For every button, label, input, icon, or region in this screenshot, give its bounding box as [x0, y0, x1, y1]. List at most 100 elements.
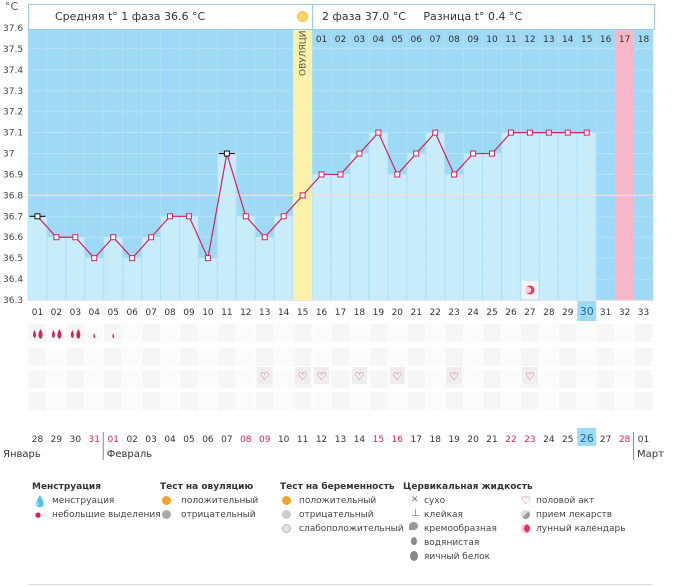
symptom-cell[interactable]	[445, 392, 464, 410]
calendar-date[interactable]: 09	[259, 435, 271, 445]
cycle-day-label[interactable]: 07	[145, 308, 156, 318]
symptom-cell[interactable]	[483, 370, 501, 388]
temperature-point[interactable]	[204, 255, 211, 262]
symptom-cell[interactable]	[161, 392, 180, 410]
symptom-cell[interactable]	[615, 348, 634, 366]
symptom-cell[interactable]	[236, 392, 255, 410]
symptom-cell[interactable]	[539, 348, 558, 366]
cycle-day-label[interactable]: 24	[467, 308, 479, 318]
symptom-cell[interactable]	[369, 370, 388, 388]
symptom-cell[interactable]	[180, 348, 198, 366]
symptom-cell[interactable]	[539, 324, 558, 342]
temperature-point[interactable]	[526, 129, 533, 136]
symptom-cell[interactable]	[28, 324, 47, 342]
calendar-date[interactable]: 11	[297, 435, 308, 445]
temperature-point[interactable]	[564, 129, 571, 136]
symptom-cell[interactable]	[66, 348, 85, 366]
calendar-date[interactable]: 28	[619, 435, 631, 445]
temperature-point[interactable]	[451, 171, 458, 178]
symptom-cell[interactable]	[331, 392, 350, 410]
symptom-cell[interactable]	[312, 348, 331, 366]
symptom-cell[interactable]	[293, 348, 312, 366]
symptom-cell[interactable]	[274, 348, 293, 366]
cycle-day-label[interactable]: 14	[278, 308, 290, 318]
cycle-day-label[interactable]: 18	[354, 308, 366, 318]
temperature-point[interactable]	[507, 129, 514, 136]
symptom-cell[interactable]	[634, 324, 653, 342]
symptom-cell[interactable]	[501, 370, 520, 388]
cycle-day-label[interactable]: 21	[411, 308, 422, 318]
cycle-day-label[interactable]: 02	[51, 308, 62, 318]
cycle-day-label[interactable]: 28	[543, 308, 555, 318]
symptom-cell[interactable]	[312, 324, 331, 342]
calendar-date[interactable]: 15	[373, 435, 384, 445]
symptom-cell[interactable]	[615, 392, 634, 410]
symptom-cell[interactable]	[558, 392, 577, 410]
cycle-day-label[interactable]: 31	[600, 308, 611, 318]
symptom-cell[interactable]	[180, 370, 198, 388]
symptom-cell[interactable]	[331, 348, 350, 366]
cycle-day-label[interactable]: 32	[619, 308, 630, 318]
calendar-date[interactable]: 24	[543, 435, 555, 445]
temperature-point[interactable]	[394, 171, 401, 178]
symptom-cell[interactable]	[596, 392, 615, 410]
calendar-date[interactable]: 03	[145, 435, 156, 445]
symptom-cell[interactable]	[198, 324, 217, 342]
symptom-cell[interactable]	[596, 324, 615, 342]
symptom-cell[interactable]	[255, 348, 274, 366]
temperature-point[interactable]	[242, 213, 249, 220]
calendar-date[interactable]: 01	[108, 435, 119, 445]
symptom-cell[interactable]	[47, 324, 66, 342]
symptom-cell[interactable]	[85, 324, 104, 342]
symptom-cell[interactable]	[85, 392, 104, 410]
cycle-day-label[interactable]: 11	[221, 308, 232, 318]
symptom-cell[interactable]	[615, 324, 634, 342]
symptom-cell[interactable]	[407, 392, 426, 410]
symptom-cell[interactable]	[501, 324, 520, 342]
cycle-day-label[interactable]: 15	[297, 308, 308, 318]
symptom-cell[interactable]	[501, 348, 520, 366]
symptom-cell[interactable]	[464, 392, 483, 410]
symptom-cell[interactable]	[331, 324, 350, 342]
symptom-cell[interactable]	[558, 348, 577, 366]
symptom-cell[interactable]	[464, 348, 483, 366]
symptom-cell[interactable]	[596, 348, 615, 366]
calendar-date[interactable]: 10	[278, 435, 290, 445]
symptom-cell[interactable]	[520, 324, 539, 342]
symptom-cell[interactable]	[520, 348, 539, 366]
symptom-cell[interactable]	[104, 392, 123, 410]
symptom-cell[interactable]	[577, 370, 596, 388]
calendar-date[interactable]: 27	[600, 435, 611, 445]
symptom-cell[interactable]	[596, 370, 615, 388]
temperature-point[interactable]	[148, 234, 155, 241]
calendar-date[interactable]: 06	[202, 435, 214, 445]
temperature-point[interactable]	[72, 234, 79, 241]
symptom-cell[interactable]	[85, 370, 104, 388]
temperature-point[interactable]	[280, 213, 287, 220]
temperature-point[interactable]	[413, 150, 420, 157]
calendar-date[interactable]: 14	[354, 435, 366, 445]
symptom-cell[interactable]	[501, 392, 520, 410]
symptom-cell[interactable]	[47, 370, 66, 388]
calendar-date[interactable]: 28	[32, 435, 44, 445]
temperature-point[interactable]	[489, 150, 496, 157]
cycle-day-label[interactable]: 09	[183, 308, 195, 318]
symptom-cell[interactable]	[198, 392, 217, 410]
cycle-day-label[interactable]: 08	[164, 308, 176, 318]
symptom-cell[interactable]	[577, 392, 596, 410]
symptom-cell[interactable]	[407, 324, 426, 342]
calendar-date[interactable]: 08	[240, 435, 252, 445]
cycle-day-label[interactable]: 33	[638, 308, 649, 318]
cycle-day-label[interactable]: 10	[202, 308, 214, 318]
symptom-cell[interactable]	[274, 370, 293, 388]
symptom-cell[interactable]	[539, 370, 558, 388]
calendar-date[interactable]: 30	[70, 435, 82, 445]
temperature-point[interactable]	[34, 213, 41, 220]
cycle-day-label[interactable]: 06	[126, 308, 138, 318]
cycle-day-label[interactable]: 26	[505, 308, 517, 318]
symptom-cell[interactable]	[198, 348, 217, 366]
calendar-date[interactable]: 19	[448, 435, 460, 445]
symptom-cell[interactable]	[426, 348, 445, 366]
temperature-point[interactable]	[167, 213, 174, 220]
symptom-cell[interactable]	[369, 392, 388, 410]
